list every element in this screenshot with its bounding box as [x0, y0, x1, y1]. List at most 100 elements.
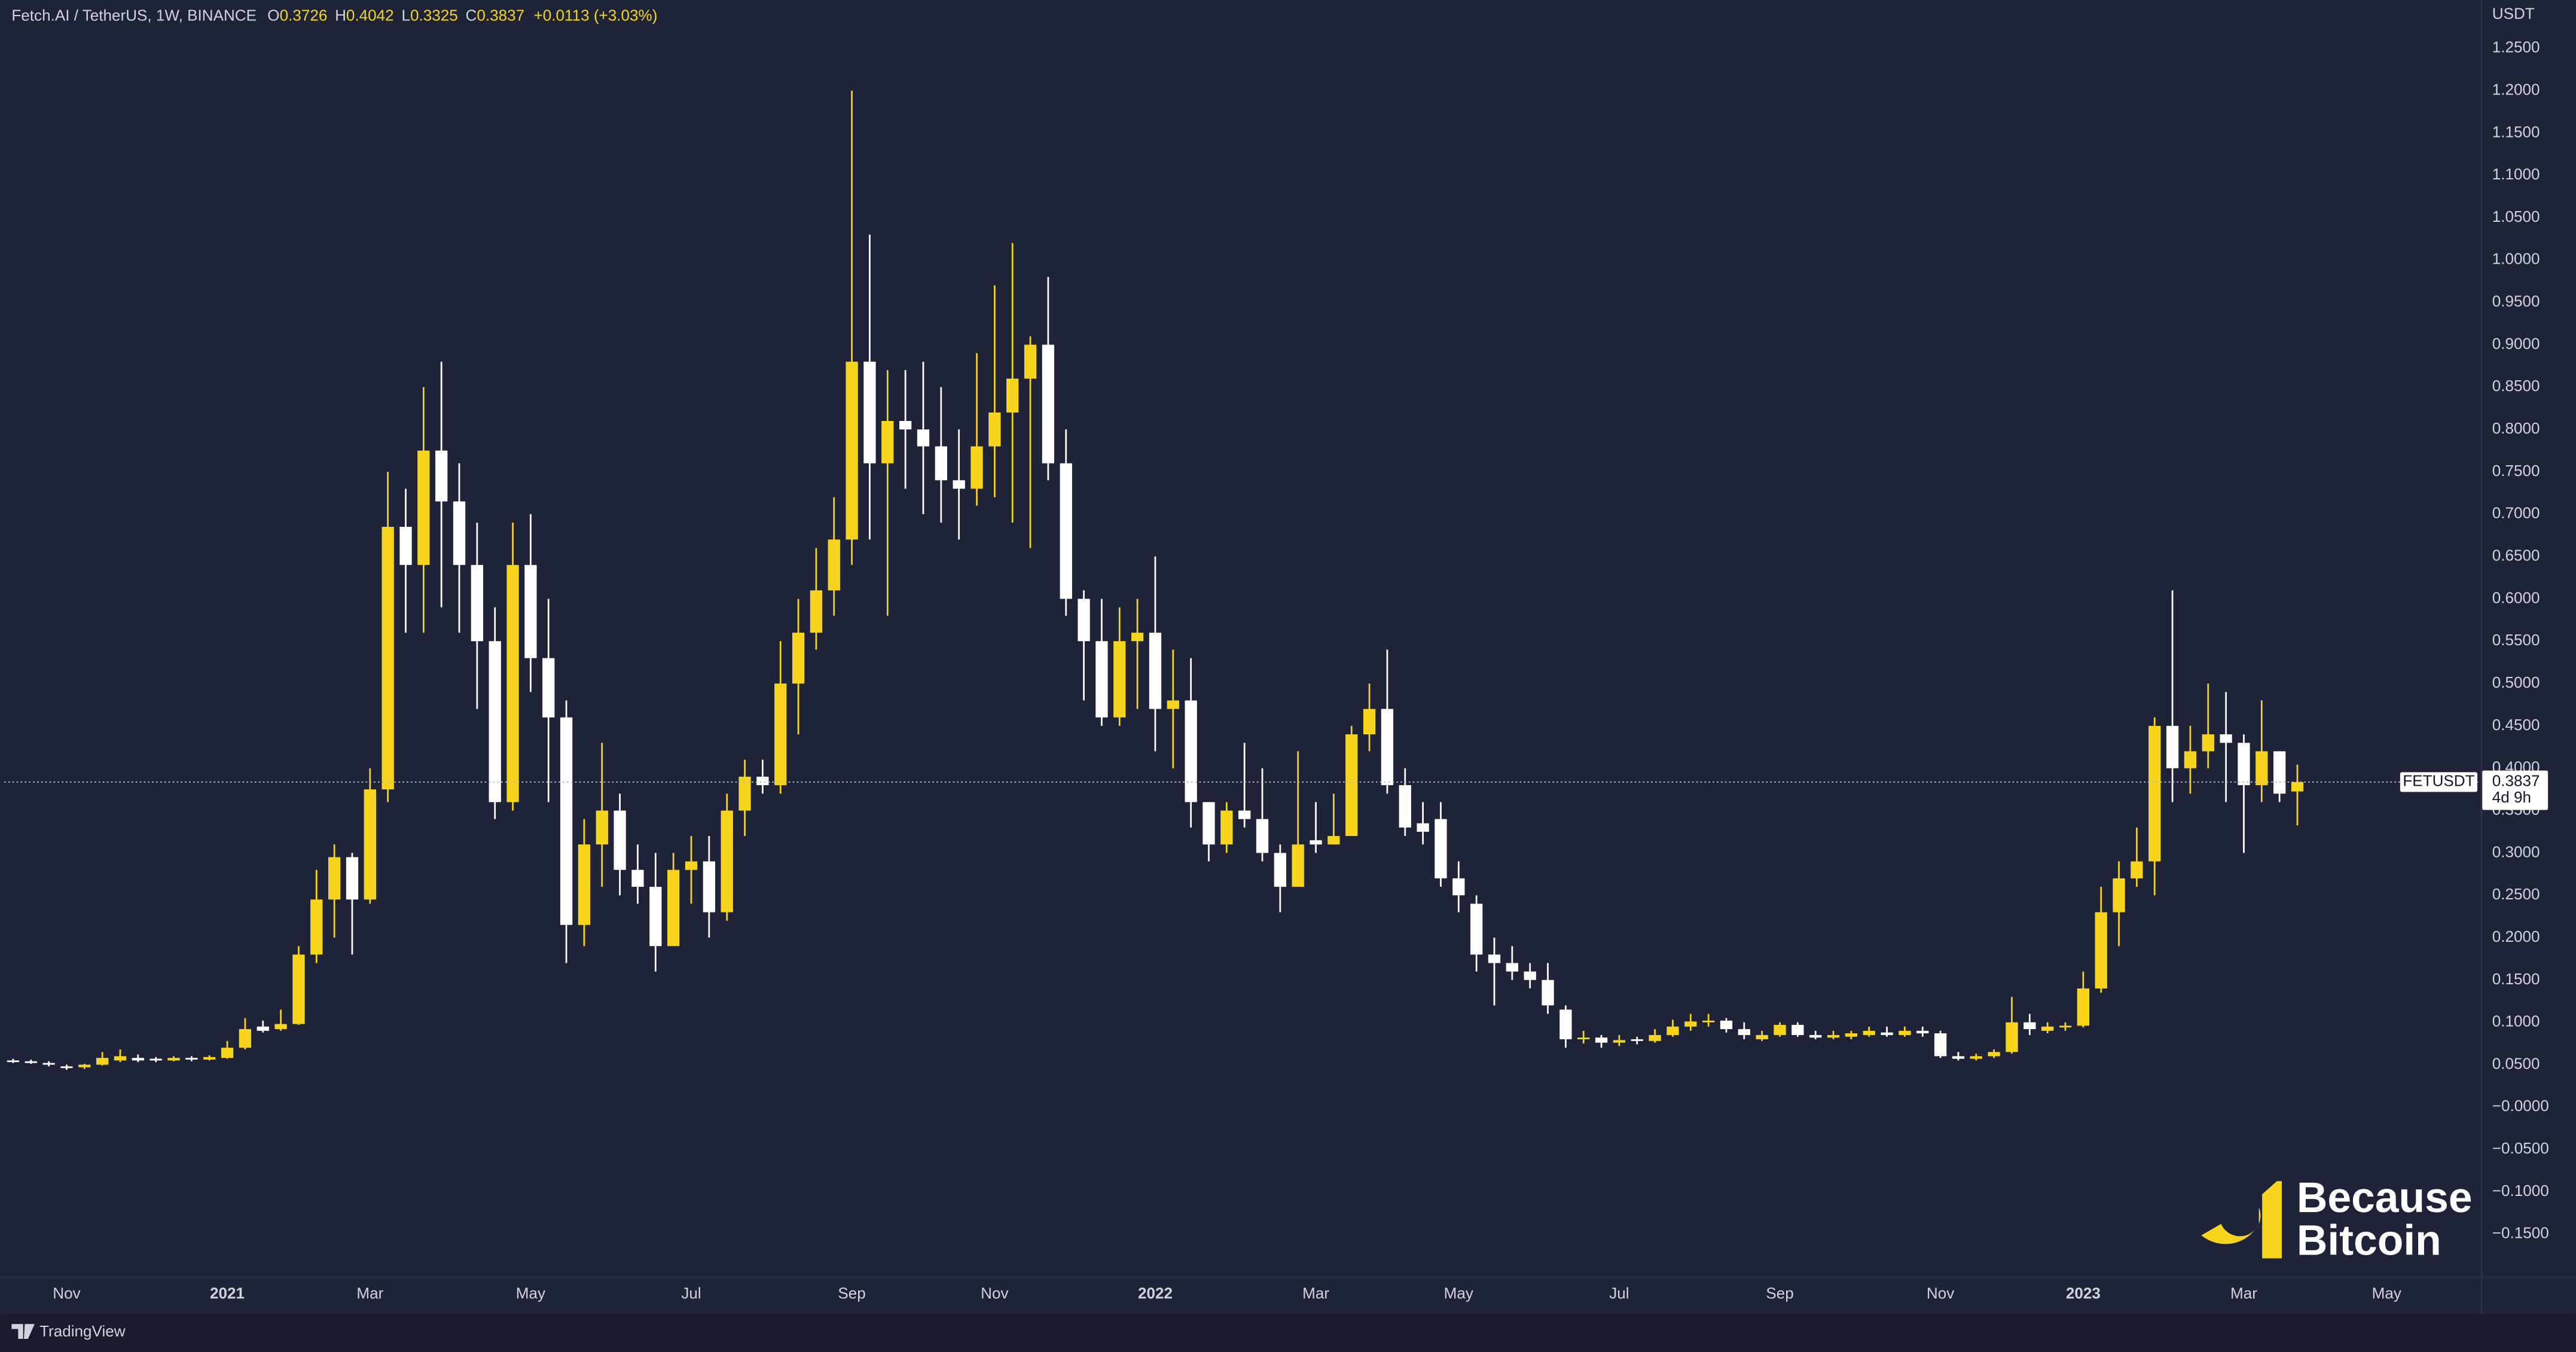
candle-body [471, 564, 484, 642]
candle-body [1720, 1020, 1733, 1030]
candle-body [1916, 1030, 1929, 1034]
y-tick-label: −0.1500 [2492, 1224, 2549, 1242]
candle-body [96, 1058, 109, 1065]
candle-body [1774, 1024, 1786, 1035]
candle-body [988, 412, 1001, 447]
candle-body [274, 1024, 287, 1030]
footer-bar [0, 1314, 2576, 1352]
footer-text: TradingView [39, 1322, 126, 1340]
candle-body [1095, 641, 1108, 718]
candle-body [631, 869, 644, 887]
candle-body [774, 683, 787, 786]
header-value: 0.3325 [410, 6, 458, 24]
candle-body [1363, 709, 1376, 735]
y-tick-label: 1.0500 [2492, 207, 2540, 225]
candle-body [2273, 751, 2286, 794]
candle-body [364, 789, 376, 900]
x-tick-label: 2022 [1138, 1284, 1173, 1302]
candle-body [292, 954, 305, 1024]
candle-body [703, 861, 716, 912]
watermark-logo [2201, 1207, 2261, 1244]
y-tick-label: 0.2000 [2492, 927, 2540, 945]
candle-body [2148, 725, 2161, 862]
candle-body [1863, 1030, 1875, 1035]
candle-body [2238, 743, 2250, 786]
y-tick-label: 0.0500 [2492, 1054, 2540, 1072]
candle-body [2113, 878, 2125, 912]
candle-body [881, 420, 894, 463]
candle-body [2184, 751, 2197, 768]
candle-body [1238, 810, 1251, 819]
candle-body [489, 641, 501, 802]
x-tick-label: 2021 [210, 1284, 245, 1302]
candle-body [346, 857, 359, 900]
candle-body [1185, 700, 1197, 802]
header-value: 0.3726 [280, 6, 328, 24]
candle-body [1292, 844, 1304, 887]
candle-body [1667, 1026, 1679, 1035]
candle-body [917, 429, 930, 447]
x-tick-label: Mar [2230, 1284, 2257, 1302]
candle-body [2041, 1026, 2054, 1031]
candle-body [185, 1058, 198, 1060]
candle-body [2166, 725, 2179, 768]
candle-body [1738, 1029, 1750, 1035]
candle-body [221, 1048, 234, 1058]
y-tick-label: 1.2000 [2492, 80, 2540, 98]
symbol-label-box [2400, 772, 2478, 792]
x-tick-label: May [1444, 1284, 1473, 1302]
y-tick-label: 0.8000 [2492, 419, 2540, 437]
candle-body [1006, 379, 1019, 413]
candle-body [1417, 823, 1429, 832]
watermark-text: Because [2297, 1174, 2473, 1222]
candle-body [60, 1066, 73, 1069]
y-tick-label: 1.1500 [2492, 123, 2540, 141]
candle-body [203, 1057, 216, 1060]
candle-body [1042, 344, 1055, 463]
candle-body [1845, 1033, 1858, 1037]
header-symbol: Fetch.AI / TetherUS, 1W, BINANCE [11, 6, 257, 24]
x-tick-label: Mar [356, 1284, 383, 1302]
candle-body [1970, 1056, 1982, 1059]
header-key: C [465, 6, 477, 24]
candle-body [1131, 633, 1144, 642]
header-value: 0.3837 [477, 6, 524, 24]
price-label: 0.3837 [2492, 772, 2540, 790]
y-axis-unit: USDT [2492, 5, 2535, 23]
candle-body [899, 420, 912, 430]
candle-body [524, 564, 537, 658]
candle-body [1791, 1024, 1804, 1035]
x-tick-label: May [516, 1284, 545, 1302]
x-tick-label: Nov [981, 1284, 1008, 1302]
candle-body [1542, 979, 1554, 1006]
header-value: 0.4042 [346, 6, 394, 24]
candle-body [1220, 810, 1233, 845]
candle-body [453, 501, 466, 565]
x-tick-label: Sep [1766, 1284, 1793, 1302]
candle-body [381, 527, 394, 790]
candle-body [1684, 1021, 1697, 1027]
y-tick-label: 0.2500 [2492, 885, 2540, 903]
y-tick-label: 1.0000 [2492, 250, 2540, 268]
candle-body [1756, 1034, 1768, 1040]
candle-body [667, 869, 680, 947]
candle-body [1024, 344, 1037, 379]
candle-body [1202, 802, 1215, 845]
countdown-label: 4d 9h [2492, 788, 2531, 806]
footer-logo [11, 1324, 35, 1339]
candle-body [1595, 1037, 1608, 1043]
y-tick-label: 1.1000 [2492, 165, 2540, 183]
candle-body [1113, 641, 1126, 718]
candle-body [114, 1056, 127, 1061]
x-tick-label: Nov [1927, 1284, 1954, 1302]
header-key: H [335, 6, 346, 24]
candle-body [1167, 700, 1179, 709]
candle-body [1506, 963, 1519, 972]
y-tick-label: 1.2500 [2492, 38, 2540, 56]
candle-body [42, 1063, 55, 1065]
candle-body [7, 1060, 20, 1063]
candle-body [1827, 1034, 1840, 1038]
candle-body [1988, 1052, 2000, 1057]
candle-body [738, 776, 751, 811]
